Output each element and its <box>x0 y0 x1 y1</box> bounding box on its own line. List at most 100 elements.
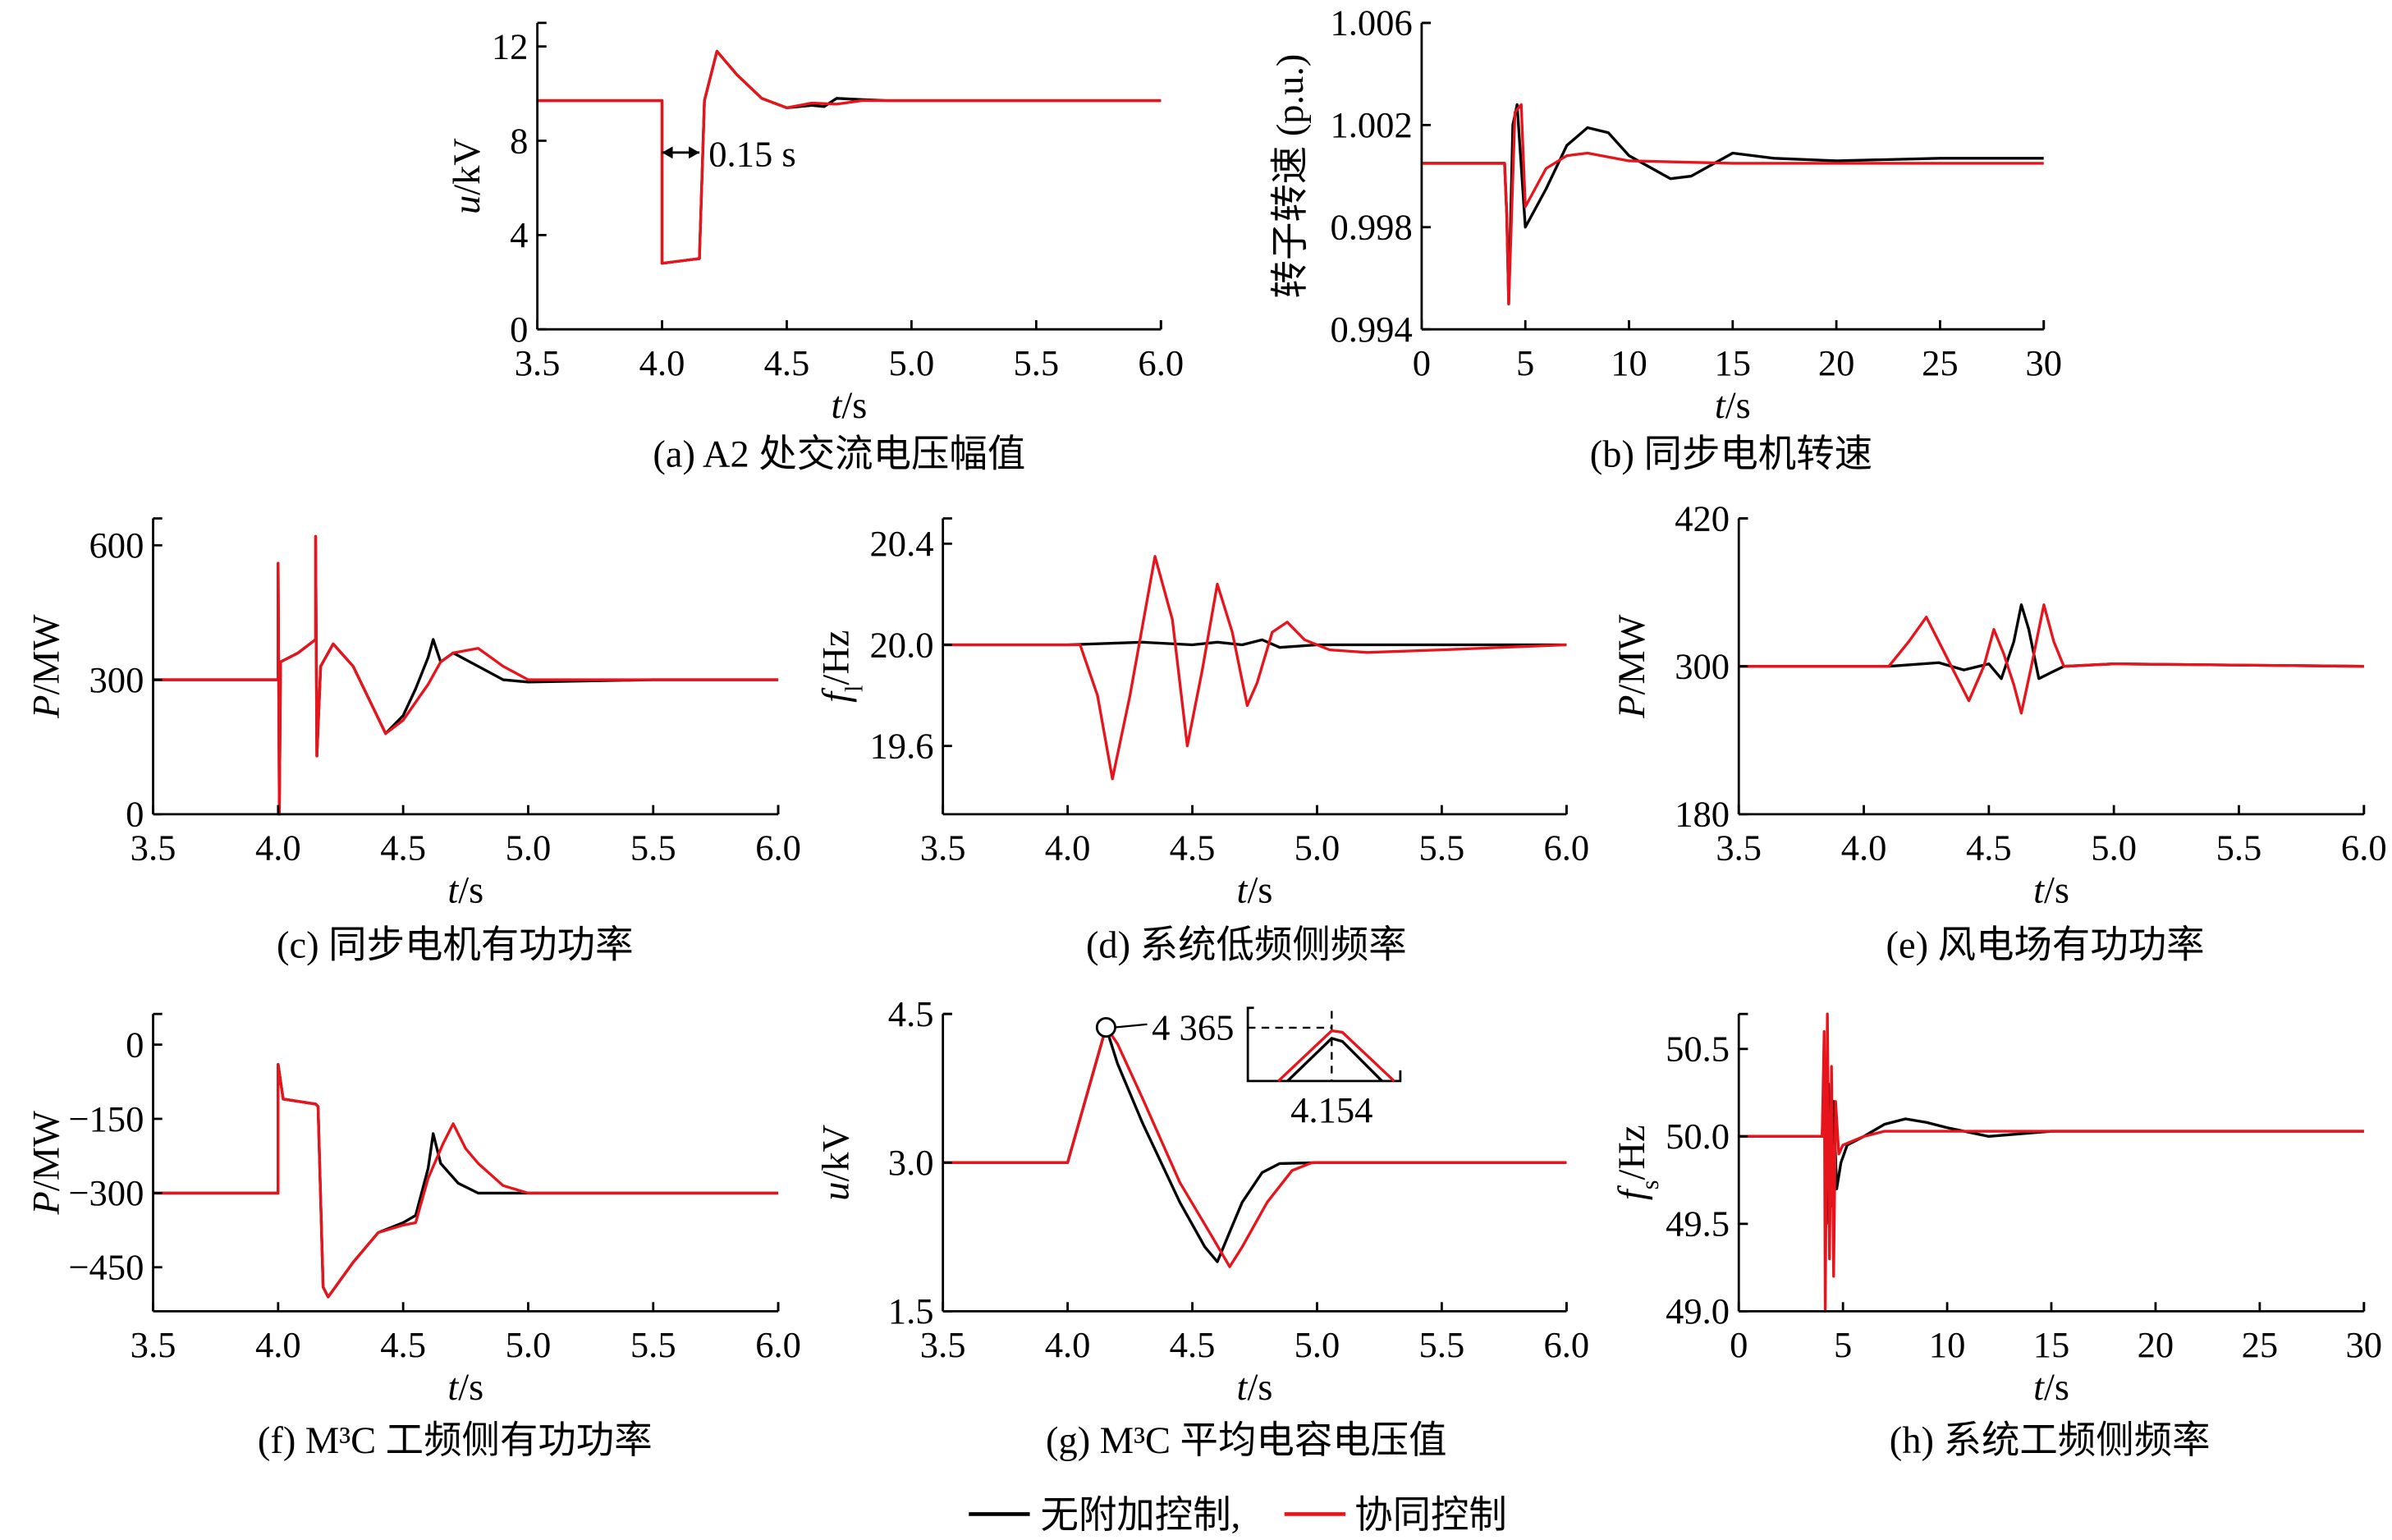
y-tick-label: 50.0 <box>1666 1116 1730 1157</box>
y-tick-label: 420 <box>1675 497 1730 539</box>
inset-axes <box>1246 1006 1402 1083</box>
y-axis-label: fl/Hz <box>816 630 868 703</box>
x-tick-label: 10 <box>1611 342 1647 383</box>
legend: 无附加控制, 协同控制 <box>969 1495 1507 1537</box>
y-tick-label: −300 <box>68 1172 144 1213</box>
subplot-g: 3.5 4.0 4.5 5.0 5.5 6.0 1.5 3.0 4.5 u/kV t/s (g) M³… <box>816 993 1590 1462</box>
x-tick-label: 3.5 <box>131 827 176 869</box>
y-tick-label: 50.5 <box>1666 1029 1730 1070</box>
y-tick-label: 49.5 <box>1666 1203 1730 1244</box>
x-tick-label: 25 <box>2242 1324 2279 1365</box>
x-tick-label: 5.0 <box>2091 827 2137 869</box>
series-line-coordinated <box>1739 1012 2364 1313</box>
y-tick-label: 20.0 <box>870 624 934 665</box>
x-axis-label: t/s <box>2033 870 2069 912</box>
x-tick-label: 4.5 <box>1966 827 2012 869</box>
subplot-caption: (h) 系统工频侧频率 <box>1890 1420 2211 1462</box>
x-tick-label: 5.5 <box>630 827 676 869</box>
x-tick-label: 20 <box>2138 1324 2174 1365</box>
y-tick-label: −450 <box>68 1247 144 1288</box>
duration-label: 0.15 s <box>708 134 795 175</box>
x-tick-label: 4.5 <box>764 342 810 383</box>
y-tick-label: 4 <box>510 214 528 255</box>
x-tick-label: 4.5 <box>1170 1324 1216 1365</box>
y-tick-label: −150 <box>68 1098 144 1139</box>
series-line-coordinated <box>153 1062 779 1299</box>
x-tick-label: 0 <box>1413 342 1431 383</box>
x-tick-label: 5 <box>1834 1324 1852 1365</box>
x-tick-label: 5.0 <box>1295 827 1340 869</box>
x-tick-label: 4.0 <box>1045 1324 1091 1365</box>
series-line-baseline <box>537 49 1162 265</box>
subplot-b: 0 5 10 15 20 25 30 0.994 0.998 1.002 1.006 转子转速 (p.… <box>1270 2 2062 476</box>
x-tick-label: 6.0 <box>2341 827 2387 869</box>
x-tick-label: 4.0 <box>639 342 685 383</box>
x-tick-label: 5.5 <box>1419 827 1465 869</box>
subplot-e: 3.5 4.0 4.5 5.0 5.5 6.0 180 300 420 P/MW t/s (e) 风电… <box>1611 497 2387 966</box>
x-tick-label: 6.0 <box>1544 827 1590 869</box>
x-tick-label: 15 <box>2033 1324 2070 1365</box>
x-tick-label: 5.0 <box>506 1324 552 1365</box>
x-tick-label: 5.5 <box>1013 342 1059 383</box>
y-axis-label: P/MW <box>1611 614 1653 719</box>
inset-series-coordinated <box>1277 1029 1395 1083</box>
subplot-f: 3.5 4.0 4.5 5.0 5.5 6.0 −450 −300 −150 0 P/MW t/s (f… <box>25 1012 801 1462</box>
y-tick-label: 12 <box>492 25 529 66</box>
x-tick-label: 20 <box>1818 342 1855 383</box>
x-axis-label: t/s <box>831 385 867 427</box>
subplot-caption: (d) 系统低频侧频率 <box>1086 924 1407 966</box>
x-tick-label: 4.5 <box>1170 827 1216 869</box>
y-tick-label: 1.002 <box>1330 104 1412 145</box>
x-tick-label: 3.5 <box>131 1324 176 1365</box>
x-tick-label: 5.0 <box>1295 1324 1340 1365</box>
y-tick-label: 4.5 <box>888 993 934 1034</box>
x-axis-label: t/s <box>447 870 483 912</box>
x-tick-label: 5.0 <box>506 827 552 869</box>
x-tick-label: 3.5 <box>920 1324 966 1365</box>
series-line-baseline <box>1739 603 2364 681</box>
x-tick-label: 30 <box>2346 1324 2383 1365</box>
zoom-inset: 4.154 <box>1246 1006 1402 1130</box>
subplot-caption: (b) 同步电机转速 <box>1590 433 1872 475</box>
x-tick-label: 5 <box>1516 342 1534 383</box>
x-tick-label: 4.5 <box>380 1324 426 1365</box>
subplots: 3.5 4.0 4.5 5.0 5.5 6.0 0 4 8 12 u/kV t/s (a) A2 处交流… <box>25 2 2386 1462</box>
subplot-a: 3.5 4.0 4.5 5.0 5.5 6.0 0 4 8 12 u/kV t/s (a) A2 处交流… <box>447 21 1184 475</box>
x-tick-label: 15 <box>1715 342 1752 383</box>
inset-series-baseline <box>1286 1037 1383 1083</box>
series-line-coordinated <box>1739 603 2364 715</box>
series-line-coordinated <box>942 1025 1567 1268</box>
x-tick-label: 6.0 <box>755 1324 801 1365</box>
series-line-baseline <box>942 638 1567 649</box>
x-axis-label: t/s <box>1715 385 1751 427</box>
y-tick-label: 8 <box>510 120 528 161</box>
y-axis-label: u/kV <box>816 1125 858 1201</box>
series-line-coordinated <box>153 534 779 816</box>
y-tick-label: 0 <box>510 309 528 350</box>
legend-label-baseline: 无附加控制, <box>1041 1495 1241 1537</box>
x-tick-label: 3.5 <box>920 827 966 869</box>
x-tick-label: 25 <box>1922 342 1959 383</box>
x-tick-label: 5.5 <box>2216 827 2262 869</box>
y-tick-label: 20.4 <box>870 523 934 564</box>
y-axis-label: P/MW <box>25 1111 67 1216</box>
x-axis-label: t/s <box>447 1367 483 1409</box>
series-line-baseline <box>153 534 779 816</box>
y-tick-label: 0.994 <box>1330 309 1412 350</box>
subplot-caption: (a) A2 处交流电压幅值 <box>653 433 1025 475</box>
series-line-coordinated <box>942 555 1567 781</box>
x-tick-label: 5.5 <box>630 1324 676 1365</box>
y-tick-label: 300 <box>1675 646 1730 687</box>
peak-leader-line <box>1115 1023 1148 1029</box>
y-tick-label: 49.0 <box>1666 1290 1730 1331</box>
x-axis-label: t/s <box>1237 1367 1273 1409</box>
subplot-caption: (c) 同步电机有功功率 <box>277 924 634 966</box>
y-tick-label: 600 <box>89 525 144 566</box>
legend-label-coordinated: 协同控制 <box>1354 1495 1507 1537</box>
x-tick-label: 4.0 <box>255 827 301 869</box>
series-line-baseline <box>153 1062 779 1299</box>
arrowhead-icon <box>662 146 700 159</box>
subplot-h: 0 5 10 15 20 25 30 49.0 49.5 50.0 50.5 fs/Hz t/s (h) … <box>1611 1012 2383 1462</box>
peak-marker-icon <box>1095 1016 1116 1038</box>
x-tick-label: 6.0 <box>1138 342 1184 383</box>
